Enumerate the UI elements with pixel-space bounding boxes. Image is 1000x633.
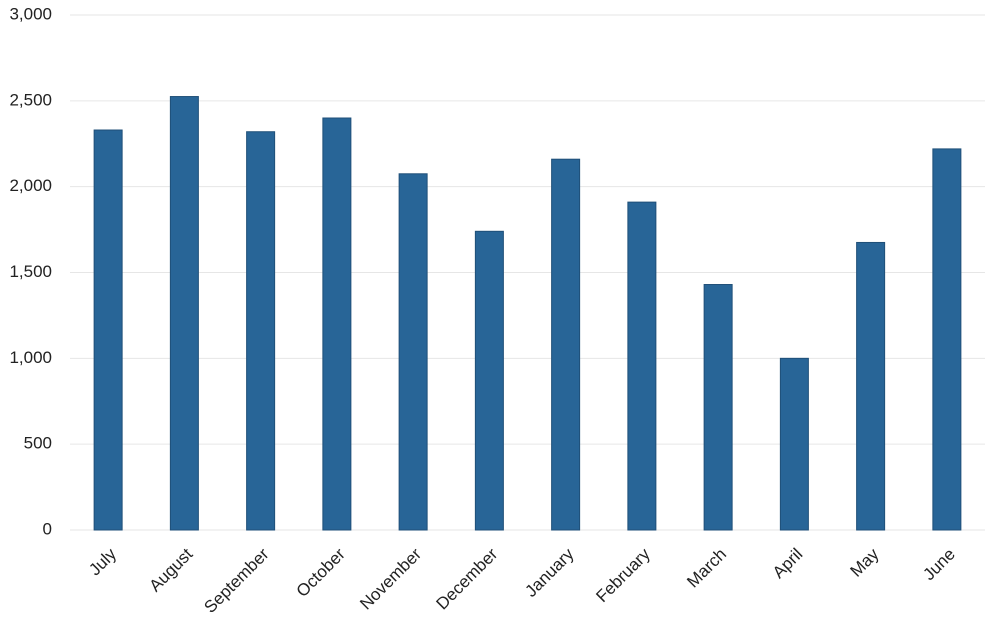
bar — [93, 129, 123, 531]
y-tick-label: 1,000 — [9, 348, 52, 367]
bar — [779, 357, 809, 531]
x-tick-label: November — [356, 544, 425, 613]
y-tick-label: 2,000 — [9, 176, 52, 195]
y-tick-label: 1,500 — [9, 262, 52, 281]
y-tick-label: 500 — [24, 434, 52, 453]
bar — [322, 117, 352, 531]
y-tick-label: 3,000 — [9, 4, 52, 23]
bar — [398, 173, 428, 531]
x-tick-label: July — [85, 544, 120, 579]
x-tick-label: December — [432, 544, 501, 613]
x-tick-label: June — [919, 545, 959, 585]
bar — [932, 148, 962, 531]
y-tick-label: 0 — [43, 519, 52, 538]
x-tick-label: October — [293, 544, 349, 600]
x-tick-label: February — [592, 544, 654, 606]
bar — [474, 230, 504, 531]
x-tick-label: March — [683, 545, 730, 592]
bar — [169, 96, 199, 531]
bar — [551, 158, 581, 531]
bar — [246, 131, 276, 531]
x-tick-label: September — [200, 544, 272, 616]
x-tick-label: January — [521, 544, 578, 601]
x-tick-label: April — [769, 545, 806, 582]
x-tick-label: May — [846, 544, 882, 580]
bar — [627, 201, 657, 531]
y-tick-label: 2,500 — [9, 90, 52, 109]
x-tick-label: August — [146, 544, 197, 595]
bar — [856, 241, 886, 531]
bar — [703, 284, 733, 531]
